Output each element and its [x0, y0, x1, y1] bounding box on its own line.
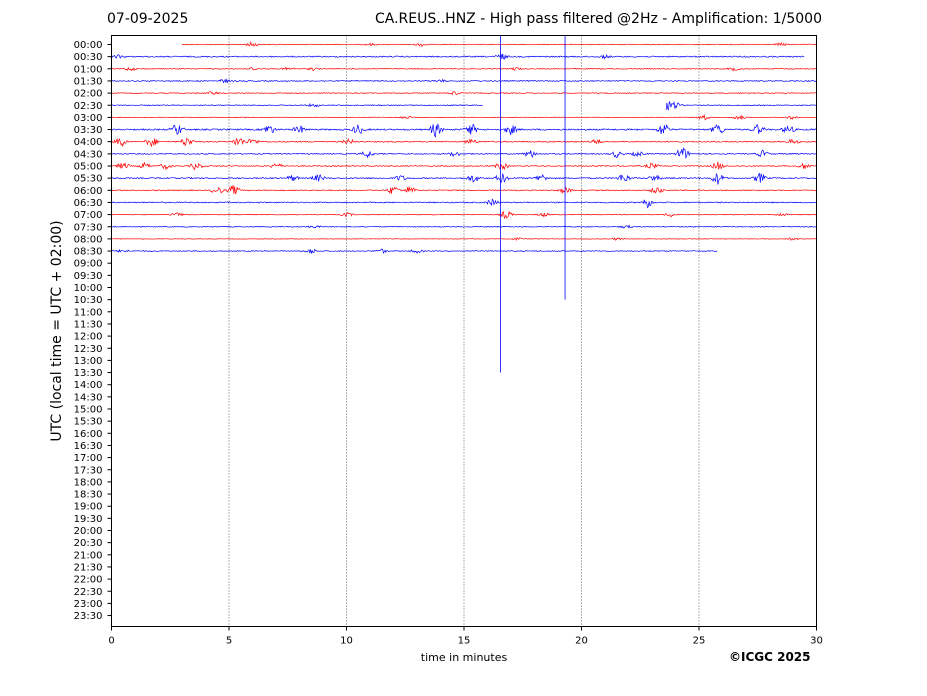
seismic-trace: [181, 40, 817, 48]
y-tick-label: 23:30: [74, 611, 103, 622]
y-tick-label: 07:30: [74, 222, 103, 233]
seismic-trace: [111, 147, 817, 160]
y-tick-label: 14:30: [74, 392, 103, 403]
label-layer: time in minutes UTC (local time = UTC + …: [49, 220, 507, 664]
x-tick-label: 30: [810, 636, 823, 647]
y-tick-label: 09:00: [74, 259, 103, 270]
trace-layer: [111, 35, 817, 373]
y-tick-label: 21:30: [74, 562, 103, 573]
y-tick-label: 05:30: [74, 174, 103, 185]
y-tick-label: 10:00: [74, 283, 103, 294]
y-tick-label: 18:30: [74, 490, 103, 501]
copyright-text: ©ICGC 2025: [729, 650, 811, 664]
seismic-trace: [111, 66, 817, 72]
chart-title: CA.REUS..HNZ - High pass filtered @2Hz -…: [375, 11, 822, 27]
y-tick-label: 20:00: [74, 526, 103, 537]
seismic-trace: [111, 102, 483, 108]
seismic-trace: [111, 185, 817, 195]
y-tick-label: 00:30: [74, 52, 103, 63]
y-tick-label: 04:30: [74, 149, 103, 160]
y-tick-label: 06:30: [74, 198, 103, 209]
y-tick-label: 21:00: [74, 550, 103, 561]
y-tick-label: 08:00: [74, 234, 103, 245]
y-tick-label: 09:30: [74, 271, 103, 282]
y-axis-label: UTC (local time = UTC + 02:00): [49, 220, 65, 441]
x-axis-label: time in minutes: [421, 651, 508, 664]
grid-layer: [228, 35, 700, 627]
seismic-trace: [111, 78, 817, 84]
seismic-trace: [665, 101, 817, 111]
seismic-trace: [111, 172, 817, 185]
y-tick-label: 15:30: [74, 417, 103, 428]
y-tick-label: 22:30: [74, 587, 103, 598]
y-tick-label: 00:00: [74, 40, 103, 51]
seismic-trace: [111, 123, 817, 138]
plot-frame: [111, 35, 817, 627]
y-tick-label: 06:00: [74, 186, 103, 197]
chart-date: 07-09-2025: [107, 11, 189, 27]
y-tick-label: 11:30: [74, 319, 103, 330]
y-tick-label: 03:00: [74, 113, 103, 124]
y-tick-label: 23:00: [74, 599, 103, 610]
y-tick-label: 18:00: [74, 477, 103, 488]
seismic-trace: [111, 137, 817, 148]
x-tick-label: 25: [693, 636, 706, 647]
y-tick-label: 01:30: [74, 76, 103, 87]
y-tick-label: 13:30: [74, 368, 103, 379]
y-tick-label: 02:30: [74, 101, 103, 112]
y-tick-label: 17:30: [74, 465, 103, 476]
x-tick-label: 15: [458, 636, 471, 647]
x-tick-label: 0: [108, 636, 114, 647]
y-tick-label: 10:30: [74, 295, 103, 306]
seismic-trace: [111, 53, 805, 60]
seismic-trace: [111, 236, 817, 242]
x-tick-label: 10: [340, 636, 353, 647]
x-tick-label: 20: [575, 636, 588, 647]
y-tick-label: 03:30: [74, 125, 103, 136]
y-tick-label: 02:00: [74, 89, 103, 100]
seismic-trace: [111, 198, 817, 209]
seismic-trace: [111, 113, 817, 121]
seismic-trace: [111, 91, 817, 96]
y-tick-label: 04:00: [74, 137, 103, 148]
y-tick-label: 11:00: [74, 307, 103, 318]
y-tick-label: 07:00: [74, 210, 103, 221]
y-tick-label: 20:30: [74, 538, 103, 549]
y-tick-label: 15:00: [74, 405, 103, 416]
y-tick-label: 01:00: [74, 64, 103, 75]
seismic-trace: [111, 211, 817, 220]
y-tick-label: 13:00: [74, 356, 103, 367]
seismic-trace: [111, 224, 817, 229]
y-tick-label: 19:00: [74, 502, 103, 513]
x-tick-label: 5: [226, 636, 232, 647]
y-tick-label: 19:30: [74, 514, 103, 525]
seismic-trace: [111, 161, 817, 171]
seismic-trace: [111, 248, 718, 255]
y-tick-label: 08:30: [74, 247, 103, 258]
y-tick-label: 12:00: [74, 332, 103, 343]
y-tick-label: 17:00: [74, 453, 103, 464]
y-tick-label: 22:00: [74, 575, 103, 586]
y-tick-label: 05:00: [74, 162, 103, 173]
y-tick-label: 14:00: [74, 380, 103, 391]
y-tick-label: 16:30: [74, 441, 103, 452]
y-tick-label: 12:30: [74, 344, 103, 355]
y-tick-label: 16:00: [74, 429, 103, 440]
